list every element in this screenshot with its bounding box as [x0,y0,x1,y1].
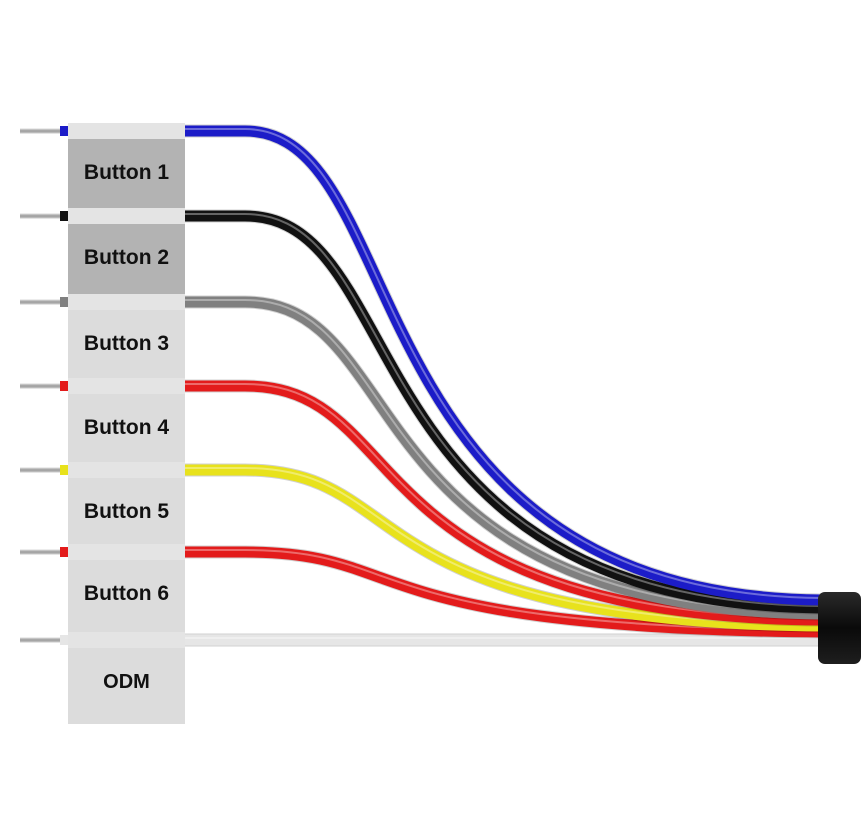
wire-tag-6: Button 6 [68,544,185,636]
wire-highlight-1 [185,128,823,599]
wire-label: Button 1 [84,161,169,184]
insulation-stub-4 [60,381,68,391]
tag-body [68,139,185,215]
tag-body [68,310,185,386]
tag-body [68,224,185,300]
wire-tag-7: ODM [68,632,185,724]
tag-band [68,632,185,648]
wire-bundle [185,124,823,647]
pin-6 [20,549,60,555]
wire-2 [185,210,823,614]
wire-tag-2: Button 2 [68,208,185,300]
wire-1 [185,125,823,606]
pin-1 [20,128,60,134]
insulation-stub-6 [60,547,68,557]
wire-6 [185,546,823,638]
pin-3 [20,299,60,305]
tag-band [68,378,185,394]
tag-band [68,123,185,139]
wire-label: Button 4 [84,416,169,439]
wire-label: ODM [103,671,150,693]
wire-tag-3: Button 3 [68,294,185,386]
tag-body [68,648,185,724]
wire-highlight-5 [185,467,823,625]
wire-highlight-6 [185,549,823,631]
pin-2 [20,213,60,219]
wire-tags: Button 1 Button 2 Button 3 Button 4 Button 5… [68,123,185,724]
pin-5 [20,467,60,473]
insulation-stub-1 [60,126,68,136]
wire-highlight-4 [185,383,823,619]
tag-band [68,462,185,478]
tag-band [68,208,185,224]
insulation-stub-7 [60,635,68,645]
tag-body [68,478,185,554]
wire-label: Button 5 [84,500,169,523]
wire-label: Button 2 [84,246,169,269]
wire-label: Button 3 [84,332,169,355]
wire-3 [185,296,823,620]
wire-tag-4: Button 4 [68,378,185,470]
wire-pins [20,126,68,645]
wire-highlight-3 [185,299,823,613]
wire-highlight-2 [185,213,823,607]
wire-label: Button 6 [84,582,169,605]
insulation-stub-2 [60,211,68,221]
cable-jacket [818,592,861,664]
tag-body [68,394,185,470]
wire-tag-1: Button 1 [68,123,185,215]
tag-band [68,294,185,310]
insulation-stub-5 [60,465,68,475]
wire-5 [185,464,823,632]
tag-band [68,544,185,560]
tag-body [68,560,185,636]
pin-4 [20,383,60,389]
wire-4 [185,380,823,626]
pin-7 [20,637,60,643]
insulation-stub-3 [60,297,68,307]
wire-tag-5: Button 5 [68,462,185,554]
